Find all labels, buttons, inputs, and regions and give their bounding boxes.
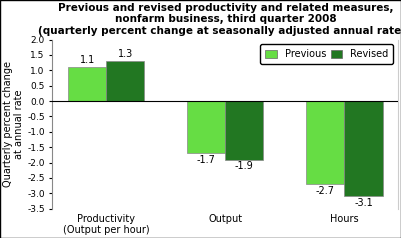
Text: -2.7: -2.7 [316, 186, 335, 196]
Bar [225, 101, 263, 159]
Bar [106, 61, 144, 101]
Y-axis label: Quarterly percent change
at annual rate: Quarterly percent change at annual rate [3, 61, 24, 187]
Text: 1.1: 1.1 [79, 55, 95, 65]
Text: -1.9: -1.9 [235, 161, 254, 171]
Text: -3.1: -3.1 [354, 198, 373, 208]
Title: Previous and revised productivity and related measures,
nonfarm business, third : Previous and revised productivity and re… [38, 3, 401, 36]
Legend: Previous, Revised: Previous, Revised [260, 45, 393, 64]
Bar [344, 101, 383, 196]
Text: 1.3: 1.3 [117, 49, 133, 59]
Bar [187, 101, 225, 153]
Bar [306, 101, 344, 184]
Text: -1.7: -1.7 [197, 155, 216, 165]
Bar [68, 67, 106, 101]
